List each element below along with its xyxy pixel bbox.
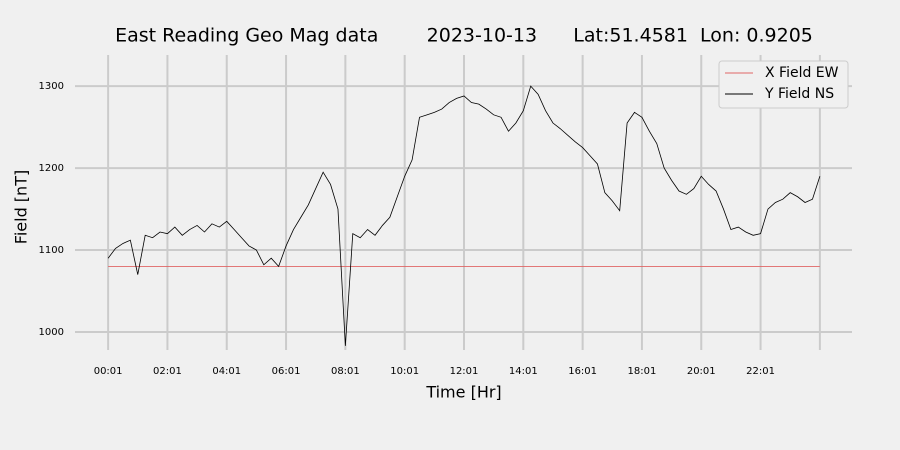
y-tick-label: 1200: [39, 163, 64, 174]
y-tick-label: 1100: [39, 245, 64, 256]
x-tick-label: 20:01: [687, 366, 716, 377]
x-tick-label: 08:01: [331, 366, 360, 377]
series-line: [107, 85, 821, 346]
x-tick-label: 04:01: [212, 366, 241, 377]
plot: [107, 85, 821, 346]
y-tick-label: 1300: [39, 81, 64, 92]
x-tick-label: 12:01: [450, 366, 479, 377]
legend: X Field EW Y Field NS: [718, 60, 849, 109]
x-tick-label: 06:01: [272, 366, 301, 377]
x-tick-label: 10:01: [390, 366, 419, 377]
y-tick-label: 1000: [39, 327, 64, 338]
x-tick-label: 14:01: [509, 366, 538, 377]
x-axis-label: Time [Hr]: [425, 383, 501, 402]
x-tick-label: 22:01: [746, 366, 775, 377]
legend-label: X Field EW: [765, 65, 839, 81]
x-tick-label: 16:01: [568, 366, 597, 377]
legend-label: Y Field NS: [764, 86, 834, 102]
grid: [75, 55, 852, 350]
x-tick-label: 02:01: [153, 366, 182, 377]
chart-title: East Reading Geo Mag data 2023-10-13 Lat…: [115, 25, 813, 47]
x-tick-label: 18:01: [628, 366, 657, 377]
y-axis-label: Field [nT]: [12, 170, 31, 244]
x-tick-label: 00:01: [94, 366, 123, 377]
